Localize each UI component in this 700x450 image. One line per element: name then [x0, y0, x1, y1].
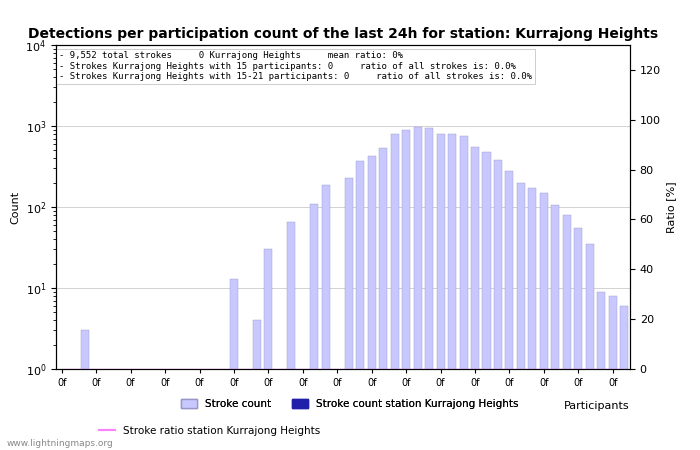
Bar: [391, 134, 399, 450]
Text: - 9,552 total strokes     0 Kurrajong Heights     mean ratio: 0%
- Strokes Kurra: - 9,552 total strokes 0 Kurrajong Height…: [59, 51, 532, 81]
Bar: [184, 382, 192, 450]
Bar: [609, 296, 617, 450]
Legend: Stroke count, Stroke count station Kurrajong Heights: Stroke count, Stroke count station Kurra…: [177, 395, 523, 413]
Bar: [265, 249, 272, 450]
Bar: [459, 135, 468, 450]
Bar: [368, 156, 376, 450]
Bar: [574, 228, 582, 450]
Title: Detections per participation count of the last 24h for station: Kurrajong Height: Detections per participation count of th…: [28, 27, 658, 41]
Bar: [150, 382, 158, 450]
Bar: [552, 205, 559, 450]
Bar: [540, 193, 548, 450]
Bar: [425, 128, 433, 450]
Bar: [379, 148, 387, 450]
Bar: [276, 382, 284, 450]
Bar: [104, 382, 112, 450]
Bar: [597, 292, 606, 450]
Bar: [172, 382, 181, 450]
Bar: [57, 382, 66, 450]
Bar: [471, 147, 479, 450]
Bar: [322, 185, 330, 450]
Bar: [586, 244, 594, 450]
Bar: [528, 189, 536, 450]
Bar: [92, 382, 100, 450]
Bar: [207, 382, 215, 450]
Bar: [414, 127, 421, 450]
Bar: [563, 215, 571, 450]
Bar: [299, 382, 307, 450]
Text: Participants: Participants: [564, 401, 630, 411]
Bar: [241, 382, 249, 450]
Bar: [195, 382, 204, 450]
Bar: [620, 306, 629, 450]
Bar: [253, 320, 261, 450]
Bar: [287, 222, 295, 450]
Y-axis label: Count: Count: [10, 190, 20, 224]
Bar: [69, 382, 77, 450]
Bar: [218, 382, 227, 450]
Bar: [448, 134, 456, 450]
Bar: [230, 279, 238, 450]
Legend: Stroke ratio station Kurrajong Heights: Stroke ratio station Kurrajong Heights: [95, 422, 325, 440]
Bar: [437, 134, 444, 450]
Bar: [494, 160, 502, 450]
Bar: [310, 204, 319, 450]
Bar: [127, 382, 134, 450]
Bar: [517, 183, 525, 450]
Bar: [115, 382, 123, 450]
Bar: [402, 130, 410, 450]
Bar: [356, 161, 364, 450]
Bar: [482, 152, 491, 450]
Text: www.lightningmaps.org: www.lightningmaps.org: [7, 439, 113, 448]
Bar: [344, 178, 353, 450]
Y-axis label: Ratio [%]: Ratio [%]: [666, 181, 676, 233]
Bar: [161, 382, 169, 450]
Bar: [80, 330, 89, 450]
Bar: [333, 382, 342, 450]
Bar: [138, 382, 146, 450]
Bar: [505, 171, 514, 450]
